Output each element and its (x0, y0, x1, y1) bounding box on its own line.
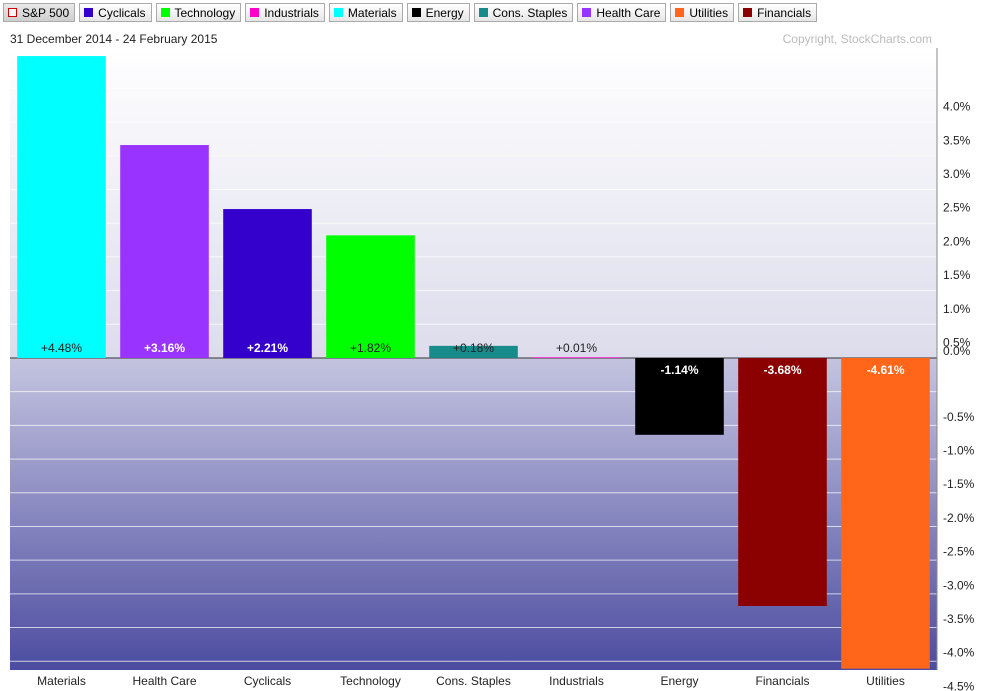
y-tick-label: -4.0% (943, 646, 975, 660)
swatch (743, 8, 753, 17)
y-tick-label: -0.5% (943, 410, 975, 424)
swatch (84, 8, 94, 17)
value-label: +4.48% (41, 341, 82, 355)
y-tick-label: -1.5% (943, 477, 975, 491)
x-tick-label: Cons. Staples (436, 674, 511, 688)
x-tick-label: Financials (755, 674, 809, 688)
y-tick-label: -1.0% (943, 444, 975, 458)
legend-label: Utilities (689, 5, 729, 20)
legend-label: Technology (174, 5, 236, 20)
y-tick-label: 1.0% (943, 302, 971, 316)
legend-button[interactable]: Cyclicals (79, 3, 152, 22)
y-tick-label: -2.5% (943, 545, 975, 559)
y-tick-label: 3.0% (943, 167, 971, 181)
legend-label: Materials (347, 5, 397, 20)
x-tick-label: Materials (37, 674, 86, 688)
legend-button[interactable]: Materials (328, 3, 403, 22)
legend-label: Health Care (596, 5, 661, 20)
value-label: +1.82% (350, 341, 391, 355)
swatch (675, 8, 685, 17)
bar (120, 145, 209, 358)
value-label: -3.68% (763, 363, 801, 377)
legend-button[interactable]: Health Care (577, 3, 667, 22)
legend-button[interactable]: Energy (406, 3, 470, 22)
bar (635, 357, 724, 435)
x-tick-label: Cyclicals (244, 674, 291, 688)
legend-label: S&P 500 (22, 5, 70, 20)
y-tick-label: 2.5% (943, 201, 971, 215)
y-tick-label: -2.0% (943, 511, 975, 525)
bar (429, 345, 518, 358)
swatch (333, 8, 343, 17)
value-label: +0.18% (453, 341, 494, 355)
value-label: +2.21% (247, 341, 288, 355)
y-tick-label: 1.5% (943, 268, 971, 282)
toolbar: S&P 500 Cyclicals Technology Industrials Mat… (3, 3, 818, 22)
y-tick-label: 2.0% (943, 234, 971, 248)
x-tick-label: Technology (340, 674, 401, 688)
legend-label: Cyclicals (98, 5, 146, 20)
legend-label: Energy (425, 5, 464, 20)
swatch (8, 8, 17, 17)
legend-button[interactable]: Technology (155, 3, 242, 22)
legend-button[interactable]: Cons. Staples (473, 3, 574, 22)
swatch (250, 8, 260, 17)
legend-button[interactable]: Financials (738, 3, 818, 22)
swatch (582, 8, 592, 17)
value-label: -1.14% (660, 363, 698, 377)
bar (223, 209, 312, 358)
bar (841, 357, 930, 669)
legend-button[interactable]: Utilities (670, 3, 735, 22)
y-tick-label: 4.0% (943, 100, 971, 114)
x-tick-label: Utilities (866, 674, 905, 688)
y-tick-label: -4.5% (943, 679, 975, 691)
x-tick-label: Health Care (132, 674, 196, 688)
legend-label: Financials (757, 5, 812, 20)
swatch (411, 8, 421, 17)
y-tick-label: -3.5% (943, 612, 975, 626)
date-range: 31 December 2014 - 24 February 2015 (10, 32, 218, 46)
x-tick-label: Industrials (549, 674, 604, 688)
y-tick-label: -3.0% (943, 578, 975, 592)
legend-button[interactable]: S&P 500 (3, 3, 76, 22)
swatch (160, 8, 170, 17)
swatch (478, 8, 488, 17)
y-tick-label: 0.5% (943, 335, 971, 349)
legend-button[interactable]: Industrials (245, 3, 325, 22)
legend-label: Industrials (264, 5, 319, 20)
bar (532, 357, 621, 358)
bar (738, 357, 827, 606)
x-tick-label: Energy (660, 674, 698, 688)
value-label: +0.01% (556, 341, 597, 355)
value-label: -4.61% (866, 363, 904, 377)
value-label: +3.16% (144, 341, 185, 355)
y-tick-label: 0.0% (943, 344, 971, 358)
bar (326, 235, 415, 358)
copyright: Copyright, StockCharts.com (783, 32, 932, 46)
y-tick-label: 3.5% (943, 133, 971, 147)
legend-label: Cons. Staples (492, 5, 568, 20)
bar (17, 56, 106, 358)
